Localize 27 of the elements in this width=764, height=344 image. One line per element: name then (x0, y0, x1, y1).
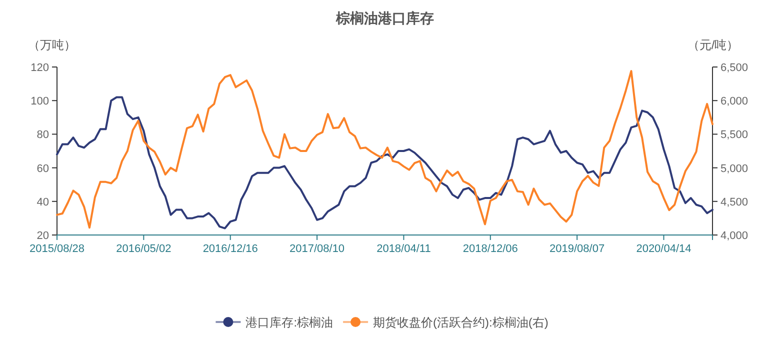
y2-tick-label: 6,000 (720, 96, 748, 108)
y-tick-label: 60 (36, 162, 49, 175)
y-tick-label: 20 (36, 230, 49, 242)
x-tick-label: 2018/12/06 (462, 243, 518, 255)
y-tick-label: 120 (30, 62, 49, 74)
y2-axis-title: （元/吨） (687, 38, 739, 52)
y2-tick-label: 4,000 (720, 230, 748, 242)
y2-tick-label: 5,500 (720, 129, 748, 142)
y-tick-label: 40 (36, 196, 49, 208)
y-tick-label: 100 (30, 96, 49, 108)
y2-tick-label: 4,500 (720, 196, 748, 208)
x-tick-label: 2015/08/28 (29, 243, 85, 255)
chart-title: 棕榈油港口库存 (335, 10, 434, 26)
y2-tick-label: 5,000 (720, 162, 748, 175)
y-axis-title: （万吨） (28, 38, 76, 52)
y2-tick-label: 6,500 (720, 62, 748, 74)
x-tick-label: 2019/08/07 (550, 243, 605, 255)
x-tick-label: 2018/04/11 (376, 243, 431, 255)
x-tick-label: 2017/08/10 (290, 243, 345, 255)
x-tick-label: 2016/12/16 (202, 243, 258, 255)
y-tick-label: 80 (36, 129, 49, 142)
line-series (56, 70, 714, 229)
x-tick-label: 2020/04/14 (636, 243, 692, 255)
legend-label: 期货收盘价(活跃合约):棕榈油(右) (373, 316, 548, 330)
x-tick-label: 2016/05/02 (116, 243, 172, 255)
legend-label: 港口库存:棕榈油 (246, 316, 334, 330)
line-series (56, 96, 714, 230)
